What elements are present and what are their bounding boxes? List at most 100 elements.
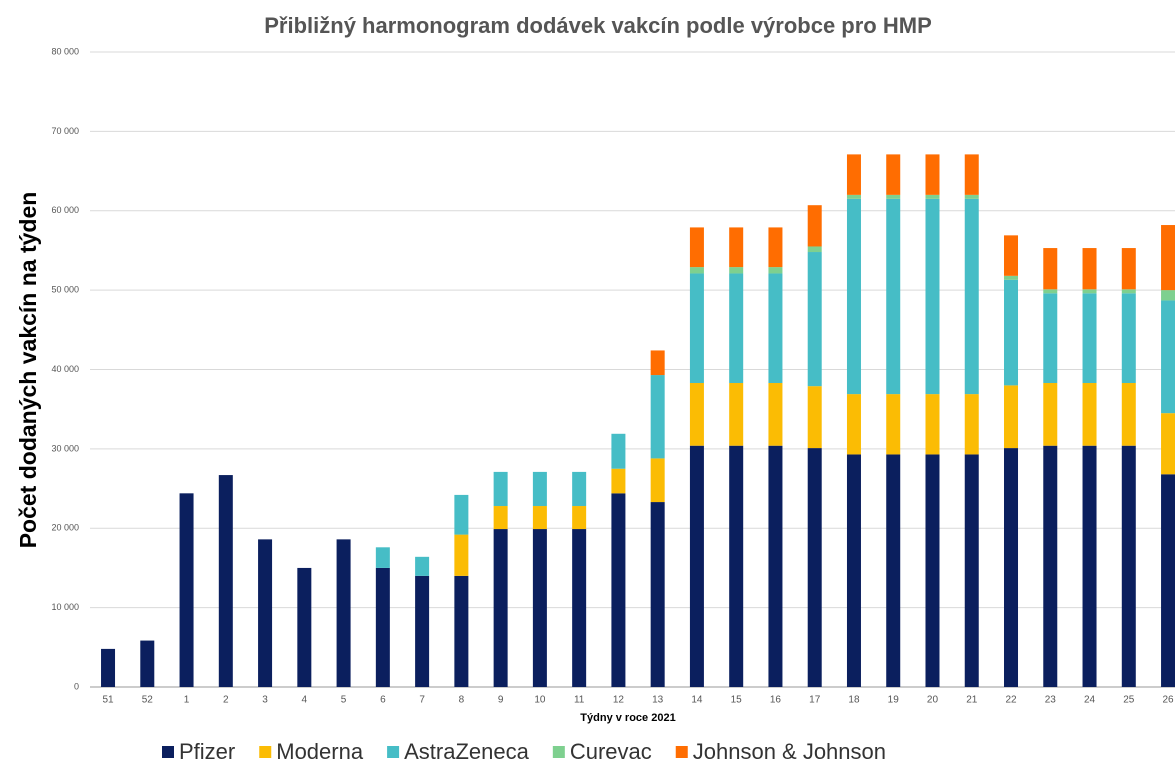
- bar-segment: [846, 394, 861, 455]
- bar-segment: [572, 529, 587, 687]
- bar-segment: [729, 273, 744, 383]
- bar-segment: [1043, 445, 1058, 687]
- x-tick-label: 20: [927, 695, 939, 706]
- x-tick-label: 15: [731, 695, 743, 706]
- bar-segment: [1004, 279, 1019, 386]
- bar-segment: [886, 154, 901, 195]
- bar-segment: [964, 194, 979, 199]
- x-tick-label: 52: [142, 695, 154, 706]
- bar-segment: [532, 529, 547, 687]
- bar-segment: [493, 529, 508, 687]
- bar-segment: [846, 454, 861, 687]
- bar-segment: [768, 267, 783, 274]
- bar-segment: [297, 567, 312, 687]
- bar-segment: [846, 154, 861, 195]
- y-tick-label: 30 000: [51, 443, 79, 453]
- y-tick-label: 20 000: [51, 523, 79, 533]
- bar-segment: [572, 506, 587, 530]
- bar-segment: [375, 547, 390, 568]
- bar-segment: [1004, 448, 1019, 687]
- bar-segment: [964, 454, 979, 687]
- bar-segment: [336, 539, 351, 687]
- bar-segment: [807, 386, 822, 449]
- bar-segment: [689, 227, 704, 268]
- x-tick-label: 18: [848, 695, 860, 706]
- bar-segment: [768, 382, 783, 446]
- bar-segment: [1082, 293, 1097, 383]
- bar-segment: [729, 227, 744, 268]
- legend-label: Curevac: [570, 739, 652, 764]
- bar-segment: [925, 394, 940, 455]
- bar-segment: [729, 445, 744, 687]
- bar-segment: [1043, 382, 1058, 446]
- bar-segment: [964, 198, 979, 395]
- x-tick-label: 5: [341, 695, 347, 706]
- bar-segment: [1082, 289, 1097, 294]
- y-tick-label: 70 000: [51, 126, 79, 136]
- bar-segment: [1004, 235, 1019, 276]
- bar-segment: [925, 154, 940, 195]
- legend-swatch: [552, 746, 565, 758]
- bar-segment: [218, 475, 233, 687]
- legend-label: Moderna: [276, 739, 364, 764]
- bar-segment: [846, 198, 861, 395]
- bar-segment: [925, 454, 940, 687]
- bar-segment: [768, 445, 783, 687]
- bar-segment: [650, 375, 665, 459]
- x-tick-label: 8: [459, 695, 465, 706]
- bar-segment: [768, 273, 783, 383]
- bar-segment: [1082, 382, 1097, 446]
- x-tick-label: 51: [102, 695, 114, 706]
- bar-segment: [1121, 293, 1136, 383]
- y-tick-label: 10 000: [51, 602, 79, 612]
- legend-swatch: [675, 746, 688, 758]
- y-tick-label: 0: [74, 681, 79, 691]
- legend-swatch: [162, 746, 174, 758]
- bar-segment: [454, 494, 469, 535]
- x-tick-label: 16: [770, 695, 782, 706]
- x-tick-label: 19: [888, 695, 900, 706]
- bar-segment: [689, 382, 704, 446]
- bar-segment: [886, 454, 901, 687]
- bar-segment: [140, 640, 155, 687]
- x-tick-label: 11: [574, 695, 585, 706]
- bar-segment: [611, 468, 626, 494]
- legend-swatch: [259, 746, 272, 758]
- bar-segment: [1161, 300, 1175, 414]
- bar-segment: [572, 471, 587, 507]
- bar-segment: [415, 556, 430, 576]
- x-tick-label: 21: [966, 695, 978, 706]
- bar-segment: [258, 539, 273, 687]
- x-tick-label: 13: [652, 695, 664, 706]
- bar-segment: [1121, 248, 1136, 290]
- legend-label: AstraZeneca: [404, 739, 529, 764]
- bar-segment: [1161, 413, 1175, 475]
- x-tick-label: 17: [809, 695, 821, 706]
- bar-segment: [689, 445, 704, 687]
- x-tick-label: 6: [380, 695, 386, 706]
- x-tick-label: 24: [1084, 695, 1096, 706]
- x-tick-label: 2: [223, 695, 229, 706]
- bar-segment: [650, 350, 665, 376]
- bar-segment: [807, 252, 822, 387]
- bar-segment: [611, 433, 626, 469]
- bar-segment: [532, 471, 547, 507]
- y-tick-label: 50 000: [51, 285, 79, 295]
- bar-segment: [1043, 248, 1058, 290]
- y-tick-label: 40 000: [51, 364, 79, 374]
- x-tick-label: 4: [302, 695, 308, 706]
- bar-segment: [1121, 289, 1136, 294]
- bar-segment: [689, 267, 704, 274]
- chart-title: Přibližný harmonogram dodávek vakcín pod…: [264, 13, 932, 38]
- bar-segment: [925, 198, 940, 395]
- x-tick-label: 25: [1123, 695, 1135, 706]
- bar-segment: [886, 394, 901, 455]
- y-tick-label: 60 000: [51, 205, 79, 215]
- bar-segment: [689, 273, 704, 383]
- legend-swatch: [387, 746, 400, 758]
- bar-segment: [101, 648, 116, 687]
- bar-segment: [375, 567, 390, 687]
- legend-label: Pfizer: [179, 739, 235, 764]
- bar-segment: [964, 154, 979, 195]
